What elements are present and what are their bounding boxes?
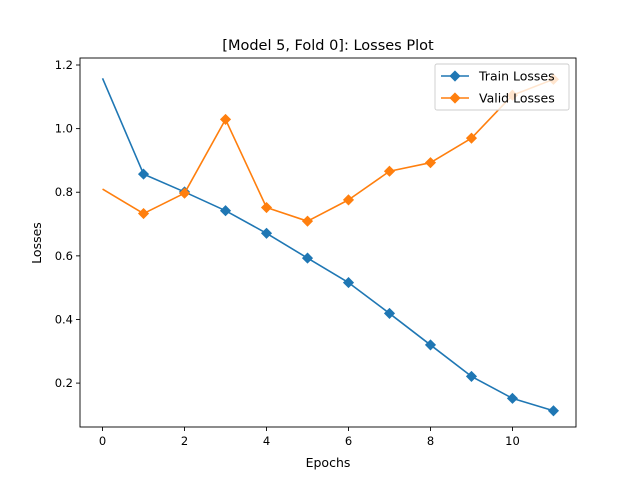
data-point-valid-losses: [342, 194, 355, 206]
y-tick-label: 0.8: [55, 185, 73, 199]
data-point-valid-losses: [178, 187, 191, 199]
data-point-train-losses: [301, 252, 314, 264]
data-point-valid-losses: [465, 132, 478, 144]
data-point-train-losses: [137, 168, 150, 180]
legend: Train Losses Valid Losses: [434, 63, 570, 111]
data-point-valid-losses: [424, 157, 437, 169]
data-point-train-losses: [260, 227, 273, 239]
data-point-valid-losses: [137, 207, 150, 220]
data-point-train-losses: [547, 405, 560, 417]
legend-label-train-losses: Train Losses: [478, 69, 555, 84]
data-point-train-losses: [219, 205, 232, 217]
x-tick-label: 0: [99, 434, 106, 448]
data-point-valid-losses: [219, 113, 232, 125]
axes: 0 2 4 6 8 10 0.2 0.4 0.6 0.8 1.0 1.2: [55, 57, 577, 448]
data-point-valid-losses: [260, 201, 273, 214]
data-point-train-losses: [424, 339, 437, 351]
data-point-valid-losses: [301, 215, 314, 227]
data-point-train-losses: [383, 307, 396, 320]
data-point-train-losses: [342, 277, 355, 289]
y-tick-label: 0.4: [55, 312, 73, 326]
x-tick-label: 2: [181, 434, 188, 448]
x-tick-label: 8: [427, 434, 434, 448]
x-tick-label: 4: [263, 434, 270, 448]
series-line-valid-losses: [102, 78, 554, 222]
data-point-valid-losses: [383, 165, 396, 177]
x-axis-label: Epochs: [306, 455, 351, 470]
x-tick-label: 10: [505, 434, 520, 448]
x-tick-label: 6: [345, 434, 352, 448]
data-point-train-losses: [506, 392, 519, 404]
y-tick-label: 0.6: [55, 249, 73, 263]
chart-title: [Model 5, Fold 0]: Losses Plot: [222, 38, 434, 54]
data-point-train-losses: [465, 370, 478, 382]
legend-marker-valid-losses: [449, 92, 461, 104]
y-axis-label: Losses: [29, 222, 44, 264]
axes-frame: [79, 57, 577, 428]
legend-label-valid-losses: Valid Losses: [479, 91, 555, 106]
y-tick-label: 1.0: [55, 122, 73, 136]
series-line-train-losses: [101, 78, 554, 412]
y-tick-label: 1.2: [55, 58, 73, 72]
y-tick-label: 0.2: [55, 376, 73, 390]
legend-marker-train-losses: [449, 70, 461, 82]
